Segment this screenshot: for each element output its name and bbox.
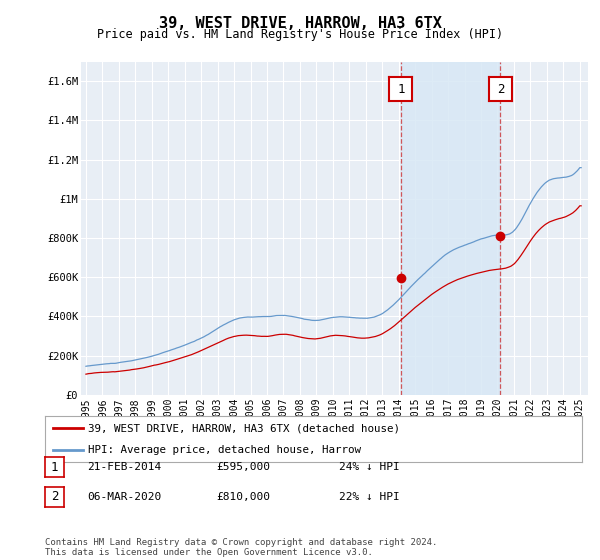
- Text: Price paid vs. HM Land Registry's House Price Index (HPI): Price paid vs. HM Land Registry's House …: [97, 28, 503, 41]
- Text: 1: 1: [51, 460, 58, 474]
- Text: 39, WEST DRIVE, HARROW, HA3 6TX (detached house): 39, WEST DRIVE, HARROW, HA3 6TX (detache…: [88, 423, 400, 433]
- Text: Contains HM Land Registry data © Crown copyright and database right 2024.
This d: Contains HM Land Registry data © Crown c…: [45, 538, 437, 557]
- Text: 22% ↓ HPI: 22% ↓ HPI: [339, 492, 400, 502]
- Text: 06-MAR-2020: 06-MAR-2020: [87, 492, 161, 502]
- Text: £595,000: £595,000: [216, 462, 270, 472]
- Bar: [401, 62, 500, 395]
- Text: 24% ↓ HPI: 24% ↓ HPI: [339, 462, 400, 472]
- Text: 21-FEB-2014: 21-FEB-2014: [87, 462, 161, 472]
- Text: 1: 1: [397, 82, 404, 96]
- Text: £810,000: £810,000: [216, 492, 270, 502]
- Text: HPI: Average price, detached house, Harrow: HPI: Average price, detached house, Harr…: [88, 445, 361, 455]
- Text: 2: 2: [51, 490, 58, 503]
- Text: 2: 2: [497, 82, 504, 96]
- Text: 39, WEST DRIVE, HARROW, HA3 6TX: 39, WEST DRIVE, HARROW, HA3 6TX: [158, 16, 442, 31]
